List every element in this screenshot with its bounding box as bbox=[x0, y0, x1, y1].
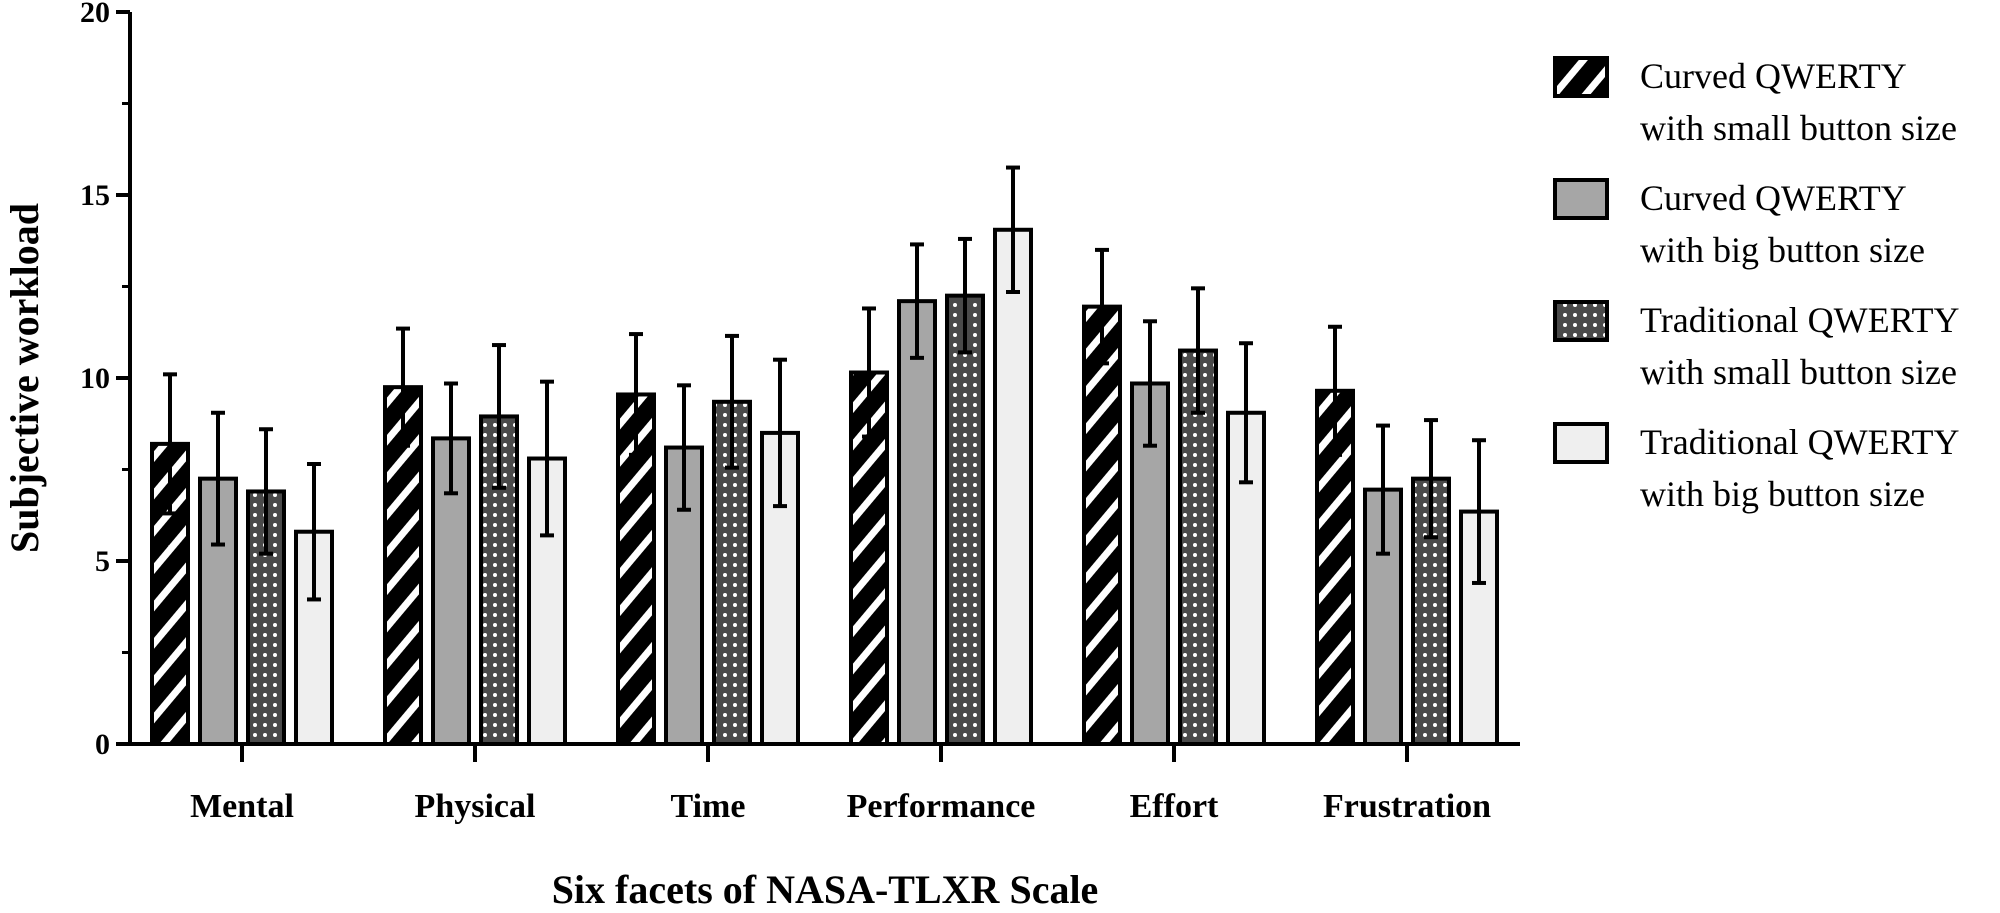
legend-label-line: with big button size bbox=[1640, 474, 1925, 514]
error-bar bbox=[444, 381, 458, 496]
error-bar bbox=[1424, 418, 1438, 540]
y-tick-label: 20 bbox=[80, 0, 110, 29]
legend-label-line: with big button size bbox=[1640, 230, 1925, 270]
error-bar bbox=[492, 343, 506, 490]
error-bar bbox=[259, 427, 273, 556]
legend-swatch bbox=[1553, 422, 1609, 464]
x-tick-label: Physical bbox=[415, 788, 536, 825]
bar bbox=[897, 299, 937, 746]
legend-item: Curved QWERTY with big button size bbox=[1553, 178, 1925, 270]
error-bar bbox=[396, 326, 410, 448]
error-bar bbox=[862, 306, 876, 439]
bar bbox=[945, 293, 985, 746]
legend-label-line: with small button size bbox=[1640, 352, 1957, 392]
x-tick-label: Performance bbox=[847, 788, 1036, 825]
legend-swatch bbox=[1553, 56, 1609, 98]
legend-item: Curved QWERTY with small button size bbox=[1553, 56, 1957, 148]
error-bars bbox=[163, 165, 1486, 602]
error-bar bbox=[958, 236, 972, 355]
bar bbox=[993, 227, 1033, 746]
error-bar bbox=[629, 332, 643, 457]
y-axis-title: Subjective workload bbox=[2, 203, 47, 553]
error-bar bbox=[1328, 324, 1342, 457]
axes bbox=[128, 12, 1520, 746]
error-bar bbox=[1006, 165, 1020, 294]
legend-swatch bbox=[1553, 178, 1609, 220]
y-tick-label: 10 bbox=[80, 362, 110, 395]
x-tick-label: Time bbox=[671, 788, 746, 825]
x-ticks: Mental Physical Time Performance Effort Frust… bbox=[190, 744, 1491, 825]
error-bar bbox=[1472, 438, 1486, 585]
error-bar bbox=[910, 242, 924, 360]
legend-label-line: Traditional QWERTY bbox=[1640, 422, 1959, 462]
bars bbox=[150, 227, 1499, 746]
error-bar bbox=[540, 379, 554, 538]
bar bbox=[479, 414, 519, 746]
legend-item: Traditional QWERTY with small button size bbox=[1553, 300, 1959, 392]
y-ticks: 0 5 10 15 20 bbox=[80, 0, 130, 761]
bar bbox=[1082, 304, 1122, 746]
error-bar bbox=[307, 462, 321, 602]
y-tick-label: 15 bbox=[80, 179, 110, 212]
error-bar bbox=[1239, 341, 1253, 485]
error-bar bbox=[1143, 319, 1157, 448]
error-bar bbox=[725, 333, 739, 470]
legend-item: Traditional QWERTY with big button size bbox=[1553, 422, 1959, 514]
error-bar bbox=[1191, 286, 1205, 415]
error-bar bbox=[773, 357, 787, 509]
error-bar bbox=[677, 383, 691, 512]
error-bar bbox=[211, 410, 225, 547]
y-tick-label: 5 bbox=[95, 545, 110, 578]
x-axis-title: Six facets of NASA-TLXR Scale bbox=[552, 867, 1099, 912]
error-bar bbox=[163, 372, 177, 516]
legend-label-line: with small button size bbox=[1640, 108, 1957, 148]
x-tick-label: Effort bbox=[1130, 788, 1219, 825]
y-tick-label: 0 bbox=[95, 728, 110, 761]
legend-label-line: Curved QWERTY bbox=[1640, 178, 1907, 218]
x-tick-label: Frustration bbox=[1323, 788, 1491, 825]
legend-label-line: Curved QWERTY bbox=[1640, 56, 1907, 96]
error-bar bbox=[1095, 247, 1109, 366]
bar bbox=[383, 385, 423, 746]
error-bar bbox=[1376, 423, 1390, 556]
legend-swatch bbox=[1553, 300, 1609, 342]
legend-label-line: Traditional QWERTY bbox=[1640, 300, 1959, 340]
x-tick-label: Mental bbox=[190, 788, 294, 825]
